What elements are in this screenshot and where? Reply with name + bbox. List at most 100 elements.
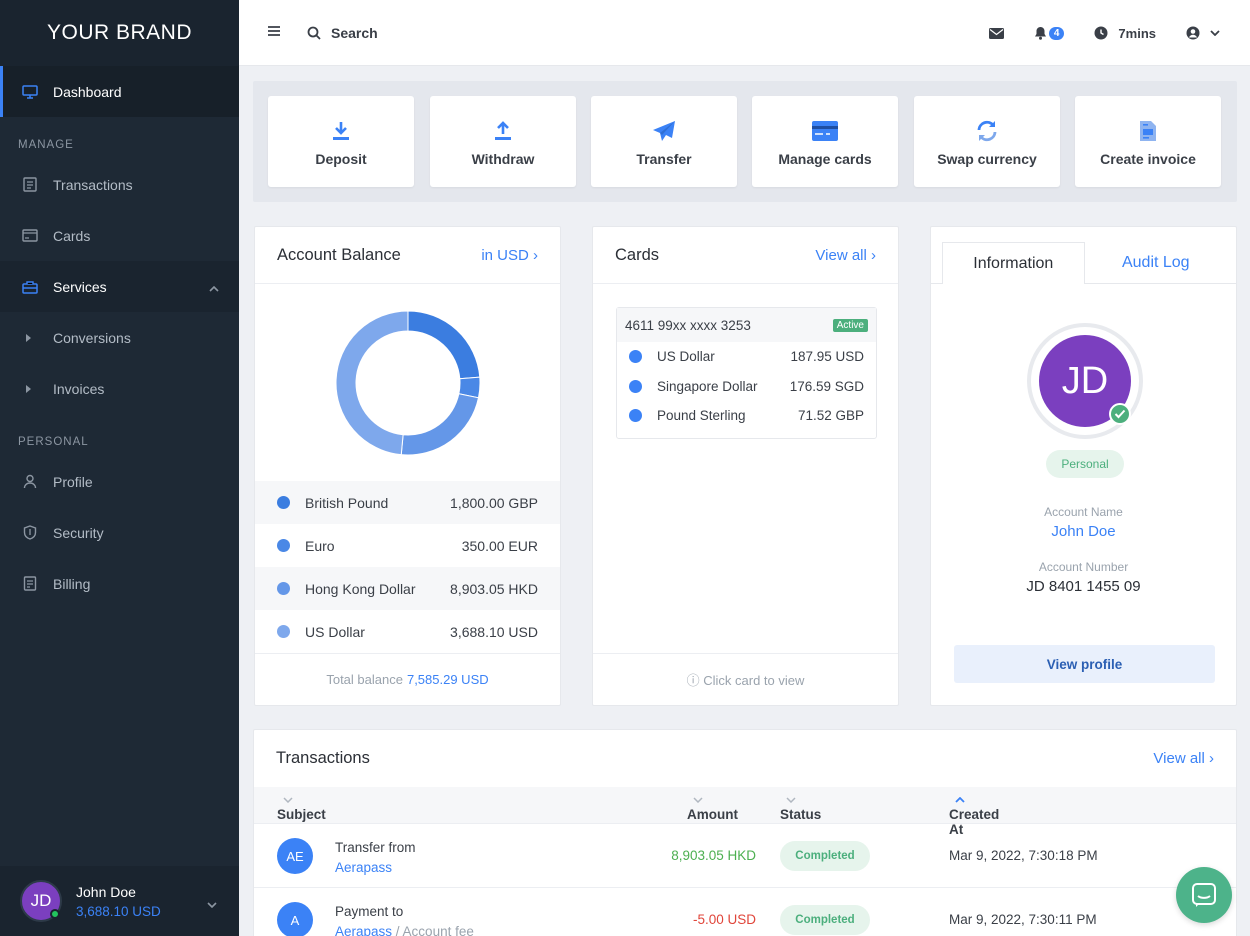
- sidebar-item-profile[interactable]: Profile: [0, 456, 239, 507]
- currency-name: Singapore Dollar: [657, 378, 758, 394]
- tab-audit-log[interactable]: Audit Log: [1121, 254, 1190, 271]
- hamburger-menu-icon[interactable]: [267, 24, 281, 42]
- panel-title: Transactions: [276, 749, 370, 767]
- create-invoice-button[interactable]: Create invoice: [1075, 96, 1221, 187]
- user-circle-icon: [1186, 26, 1200, 40]
- account-menu-button[interactable]: [1186, 26, 1220, 40]
- card-item[interactable]: 4611 99xx xxxx 3253 Active US Dollar 187.…: [616, 307, 877, 439]
- transfer-button[interactable]: Transfer: [591, 96, 737, 187]
- search-button[interactable]: Search: [307, 25, 378, 41]
- view-profile-button[interactable]: View profile: [954, 645, 1215, 683]
- chevron-down-icon: [693, 797, 703, 803]
- transaction-description: Transfer from: [335, 840, 416, 855]
- section-personal: PERSONAL: [18, 436, 89, 448]
- transaction-subject: Transfer from Aerapass: [335, 838, 416, 878]
- sidebar-item-services[interactable]: Services: [0, 261, 239, 312]
- donut-slice: [407, 309, 480, 379]
- column-status[interactable]: Status: [780, 797, 821, 822]
- chevron-down-icon[interactable]: [207, 895, 217, 913]
- sidebar-item-label: Invoices: [53, 380, 105, 397]
- support-chat-button[interactable]: [1176, 867, 1232, 923]
- table-row[interactable]: AE Transfer from Aerapass 8,903.05 HKD Compl…: [254, 824, 1236, 888]
- column-label: Subject: [277, 807, 326, 822]
- currency-dot: [629, 350, 642, 364]
- receipt-icon: [22, 576, 38, 592]
- currency-amount: 3,688.10 USD: [450, 623, 538, 640]
- currency-color-dot: [277, 539, 290, 552]
- currency-selector-link[interactable]: in USD ›: [481, 246, 538, 264]
- sidebar-item-cards[interactable]: Cards: [0, 210, 239, 261]
- bell-icon: [1034, 27, 1046, 40]
- sidebar-item-label: Cards: [53, 227, 91, 244]
- currency-dot: [629, 409, 642, 423]
- user-menu[interactable]: JD John Doe 3,688.10 USD: [0, 866, 239, 936]
- balance-donut-chart: [255, 284, 560, 481]
- swap-currency-button[interactable]: Swap currency: [914, 96, 1060, 187]
- currency-color-dot: [277, 625, 290, 638]
- avatar: JD: [1027, 323, 1143, 439]
- check-icon: [1109, 403, 1131, 425]
- sidebar-item-conversions[interactable]: Conversions: [0, 312, 239, 363]
- envelope-icon: [988, 27, 1004, 39]
- view-all-transactions-link[interactable]: View all ›: [1153, 750, 1214, 767]
- chevron-up-icon: [209, 279, 219, 295]
- quick-action-label: Create invoice: [1100, 150, 1196, 167]
- view-all-cards-link[interactable]: View all ›: [815, 246, 876, 264]
- chevron-down-icon: [1210, 30, 1220, 36]
- card-icon: [22, 228, 38, 244]
- total-balance-value: 7,585.29 USD: [406, 672, 489, 687]
- balance-row: Hong Kong Dollar 8,903.05 HKD: [255, 567, 560, 610]
- currency-name: British Pound: [305, 494, 389, 511]
- status-badge: Completed: [780, 841, 870, 871]
- invoice-icon: [1139, 117, 1157, 145]
- sidebar-item-dashboard[interactable]: Dashboard: [0, 66, 239, 117]
- sidebar-item-label: Dashboard: [53, 83, 122, 100]
- sidebar-item-transactions[interactable]: Transactions: [0, 159, 239, 210]
- transaction-amount: 8,903.05 HKD: [671, 848, 756, 863]
- list-icon: [22, 177, 38, 193]
- avatar: A: [277, 902, 313, 936]
- currency-dot: [629, 379, 642, 393]
- briefcase-icon: [22, 279, 38, 295]
- notifications-button[interactable]: 4: [1034, 26, 1065, 40]
- counterparty-link[interactable]: Aerapass: [335, 860, 393, 875]
- paper-plane-icon: [652, 117, 676, 145]
- status-badge: Active: [832, 318, 868, 332]
- account-name-label: Account Name: [1044, 505, 1123, 519]
- brand-logo[interactable]: YOUR BRAND: [0, 0, 239, 66]
- withdraw-button[interactable]: Withdraw: [430, 96, 576, 187]
- account-name[interactable]: John Doe: [1051, 523, 1116, 540]
- balance-row: British Pound 1,800.00 GBP: [255, 481, 560, 524]
- currency-amount: 350.00 EUR: [461, 537, 538, 554]
- column-subject[interactable]: Subject: [277, 797, 326, 822]
- total-balance: Total balance 7,585.29 USD: [255, 653, 560, 705]
- card-currency-row: US Dollar 187.95 USD: [617, 342, 876, 372]
- donut-slice: [335, 309, 408, 455]
- upload-icon: [494, 117, 512, 145]
- account-number: JD 8401 1455 09: [1026, 578, 1141, 595]
- monitor-icon: [22, 84, 38, 100]
- currency-amount: 1,800.00 GBP: [450, 494, 538, 511]
- currency-amount: 8,903.05 HKD: [450, 580, 538, 597]
- currency-name: Hong Kong Dollar: [305, 580, 416, 597]
- sidebar-item-label: Conversions: [53, 329, 131, 346]
- shield-icon: [22, 525, 38, 541]
- sidebar-item-billing[interactable]: Billing: [0, 558, 239, 609]
- column-created-at[interactable]: Created At: [949, 797, 999, 837]
- session-timer[interactable]: 7mins: [1094, 26, 1156, 41]
- balance-row: Euro 350.00 EUR: [255, 524, 560, 567]
- table-row[interactable]: A Payment to Aerapass / Account fee -5.00 U…: [254, 888, 1236, 936]
- tab-information[interactable]: Information: [942, 242, 1085, 284]
- counterparty-link[interactable]: Aerapass: [335, 924, 393, 936]
- caret-right-icon: [26, 384, 31, 393]
- currency-name: Pound Sterling: [657, 408, 746, 424]
- topbar: Search 4 7mins: [239, 0, 1250, 66]
- deposit-button[interactable]: Deposit: [268, 96, 414, 187]
- sidebar-item-invoices[interactable]: Invoices: [0, 363, 239, 414]
- messages-button[interactable]: [988, 27, 1004, 39]
- currency-color-dot: [277, 582, 290, 595]
- sidebar-item-security[interactable]: Security: [0, 507, 239, 558]
- manage-cards-button[interactable]: Manage cards: [752, 96, 898, 187]
- credit-card-icon: [812, 117, 838, 145]
- column-amount[interactable]: Amount: [687, 797, 738, 822]
